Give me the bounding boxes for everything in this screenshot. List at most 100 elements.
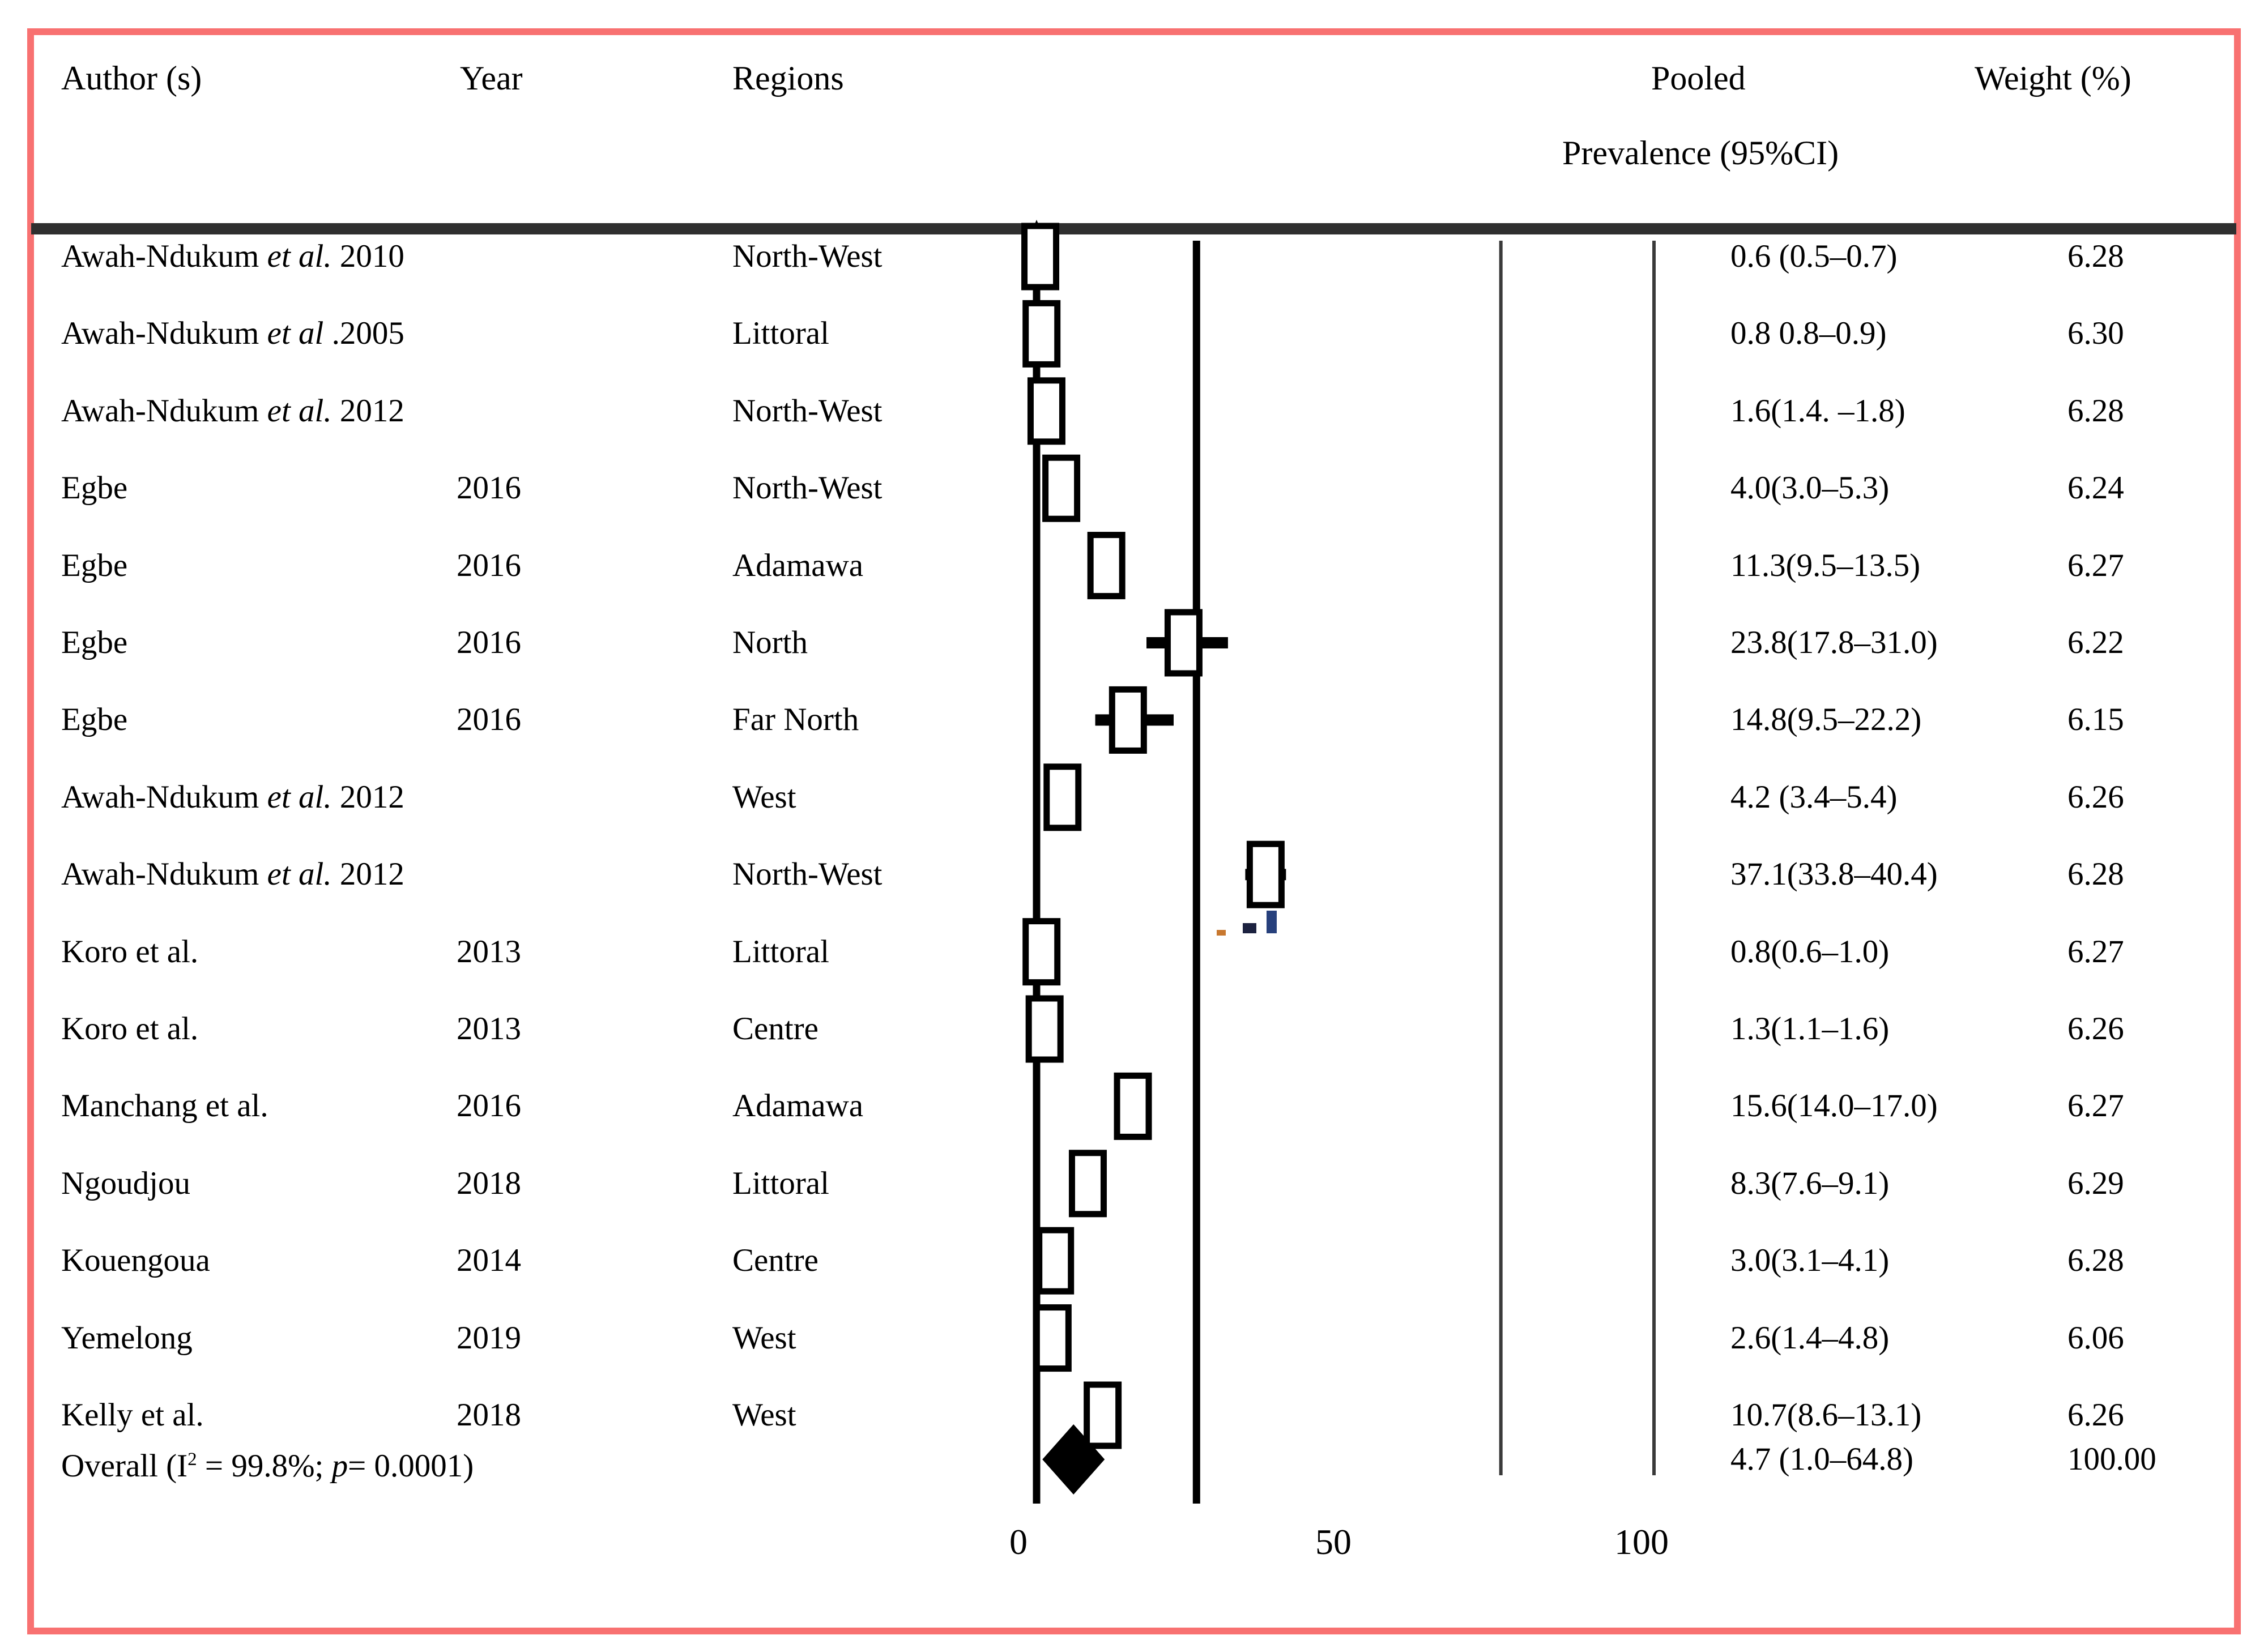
col-header-regions: Regions xyxy=(732,59,844,97)
table-row: Koro et al. 2013 Centre 1.3(1.1–1.6) 6.26 xyxy=(0,1002,2268,1056)
year-cell: 2013 xyxy=(457,1011,521,1047)
weight-cell: 6.26 xyxy=(2067,1397,2124,1433)
study-box xyxy=(1033,1304,1072,1372)
prevalence-cell: 2.6(1.4–4.8) xyxy=(1730,1320,1890,1356)
region-cell: Adamawa xyxy=(732,1088,864,1124)
table-row: Kouengoua 2014 Centre 3.0(3.1–4.1) 6.28 xyxy=(0,1233,2268,1288)
col-header-author: Author (s) xyxy=(61,59,202,97)
prevalence-cell: 8.3(7.6–9.1) xyxy=(1730,1165,1890,1201)
etal-text: et al. xyxy=(267,238,332,274)
region-cell: North xyxy=(732,625,808,660)
study-box xyxy=(1042,454,1081,522)
stray-dash xyxy=(1217,930,1226,936)
study-box xyxy=(1084,1381,1122,1449)
author-cell: Awah-Ndukum et al. 2012 xyxy=(61,856,404,893)
table-row: Awah-Ndukum et al. 2010 North-West 0.6 (0.… xyxy=(0,229,2268,284)
overall-label: Overall (I2 = 99.8%; p= 0.0001) xyxy=(61,1448,474,1484)
overall-diamond xyxy=(1042,1424,1105,1495)
weight-cell: 6.29 xyxy=(2067,1165,2124,1201)
prevalence-cell: 14.8(9.5–22.2) xyxy=(1730,702,1922,738)
year-cell: 2014 xyxy=(457,1243,521,1279)
study-box xyxy=(1025,995,1064,1063)
stray-dash xyxy=(1267,911,1277,933)
author-cell: Awah-Ndukum et al .2005 xyxy=(61,315,404,352)
year-cell: 2018 xyxy=(457,1397,521,1433)
table-row: Egbe 2016 North 23.8(17.8–31.0) 6.22 xyxy=(0,616,2268,670)
table-row: Awah-Ndukum et al. 2012 North-West 1.6(1.4… xyxy=(0,384,2268,438)
year-cell: 2016 xyxy=(457,1088,521,1124)
col-header-year: Year xyxy=(460,59,523,97)
region-cell: North-West xyxy=(732,392,883,429)
year-cell: 2016 xyxy=(457,547,521,583)
author-cell: Egbe xyxy=(61,625,128,660)
year-cell: 2016 xyxy=(457,470,521,506)
table-row: Koro et al. 2013 Littoral 0.8(0.6–1.0) 6.27 xyxy=(0,925,2268,979)
prevalence-cell: 0.6 (0.5–0.7) xyxy=(1730,238,1898,274)
weight-cell: 6.06 xyxy=(2067,1320,2124,1356)
study-box xyxy=(1022,300,1061,368)
stray-dash xyxy=(1243,923,1256,933)
author-cell: Egbe xyxy=(61,470,128,506)
study-box xyxy=(1027,377,1065,445)
etal-text: et al. xyxy=(267,779,332,815)
weight-cell: 6.30 xyxy=(2067,315,2124,352)
weight-cell: 6.28 xyxy=(2067,856,2124,893)
region-cell: North-West xyxy=(732,238,883,274)
author-cell: Koro et al. xyxy=(61,1011,199,1047)
region-cell: Littoral xyxy=(732,315,829,352)
region-cell: West xyxy=(732,1397,796,1433)
x-axis-tick-100: 100 xyxy=(1614,1522,1669,1562)
author-cell: Awah-Ndukum et al. 2012 xyxy=(61,779,404,815)
prevalence-cell: 10.7(8.6–13.1) xyxy=(1730,1397,1922,1433)
region-cell: North-West xyxy=(732,856,883,893)
x-axis-tick-0: 0 xyxy=(1009,1522,1028,1562)
author-cell: Egbe xyxy=(61,702,128,738)
study-box xyxy=(1114,1072,1152,1140)
region-cell: West xyxy=(732,1320,796,1356)
prevalence-cell: 1.6(1.4. –1.8) xyxy=(1730,392,1905,429)
study-box xyxy=(1022,918,1061,986)
author-cell: Kouengoua xyxy=(61,1243,210,1279)
region-cell: Littoral xyxy=(732,1165,829,1201)
year-cell: 2013 xyxy=(457,933,521,970)
year-cell: 2019 xyxy=(457,1320,521,1356)
x-axis-tick-50: 50 xyxy=(1315,1522,1352,1562)
prevalence-cell: 3.0(3.1–4.1) xyxy=(1730,1243,1890,1279)
weight-cell: 6.27 xyxy=(2067,1088,2124,1124)
p-italic: p xyxy=(331,1448,348,1484)
table-row: Awah-Ndukum et al. 2012 North-West 37.1(33… xyxy=(0,847,2268,902)
region-cell: West xyxy=(732,779,796,815)
author-cell: Kelly et al. xyxy=(61,1397,204,1433)
table-row: Manchang et al. 2016 Adamawa 15.6(14.0–17.0… xyxy=(0,1079,2268,1133)
region-cell: North-West xyxy=(732,470,883,506)
region-cell: Adamawa xyxy=(732,547,864,583)
study-box xyxy=(1043,763,1082,831)
study-box xyxy=(1036,1227,1075,1295)
prevalence-cell: 23.8(17.8–31.0) xyxy=(1730,625,1938,660)
table-row: Egbe 2016 Far North 14.8(9.5–22.2) 6.15 xyxy=(0,693,2268,747)
figure-frame xyxy=(27,28,2241,1634)
prevalence-cell: 4.2 (3.4–5.4) xyxy=(1730,779,1898,815)
weight-cell: 6.28 xyxy=(2067,392,2124,429)
weight-cell: 6.22 xyxy=(2067,625,2124,660)
table-row: Awah-Ndukum et al .2005 Littoral 0.8 0.8–0… xyxy=(0,306,2268,361)
region-cell: Centre xyxy=(732,1243,818,1279)
overall-prevalence-cell: 4.7 (1.0–64.8) xyxy=(1730,1441,1913,1477)
weight-cell: 6.27 xyxy=(2067,547,2124,583)
etal-text: et al xyxy=(267,315,324,352)
col-header-prevalence-ci: Prevalence (95%CI) xyxy=(1562,134,1839,172)
weight-cell: 6.26 xyxy=(2067,1011,2124,1047)
prevalence-cell: 0.8 0.8–0.9) xyxy=(1730,315,1887,352)
table-row: Egbe 2016 Adamawa 11.3(9.5–13.5) 6.27 xyxy=(0,539,2268,593)
weight-cell: 6.27 xyxy=(2067,933,2124,970)
table-row: Egbe 2016 North-West 4.0(3.0–5.3) 6.24 xyxy=(0,461,2268,515)
prevalence-cell: 4.0(3.0–5.3) xyxy=(1730,470,1890,506)
prevalence-cell: 1.3(1.1–1.6) xyxy=(1730,1011,1890,1047)
region-cell: Far North xyxy=(732,702,859,738)
overall-row: Overall (I2 = 99.8%; p= 0.0001) 4.7 (1.0–… xyxy=(0,1432,2268,1487)
weight-cell: 6.24 xyxy=(2067,470,2124,506)
prevalence-cell: 11.3(9.5–13.5) xyxy=(1730,547,1921,583)
study-box xyxy=(1164,609,1203,677)
